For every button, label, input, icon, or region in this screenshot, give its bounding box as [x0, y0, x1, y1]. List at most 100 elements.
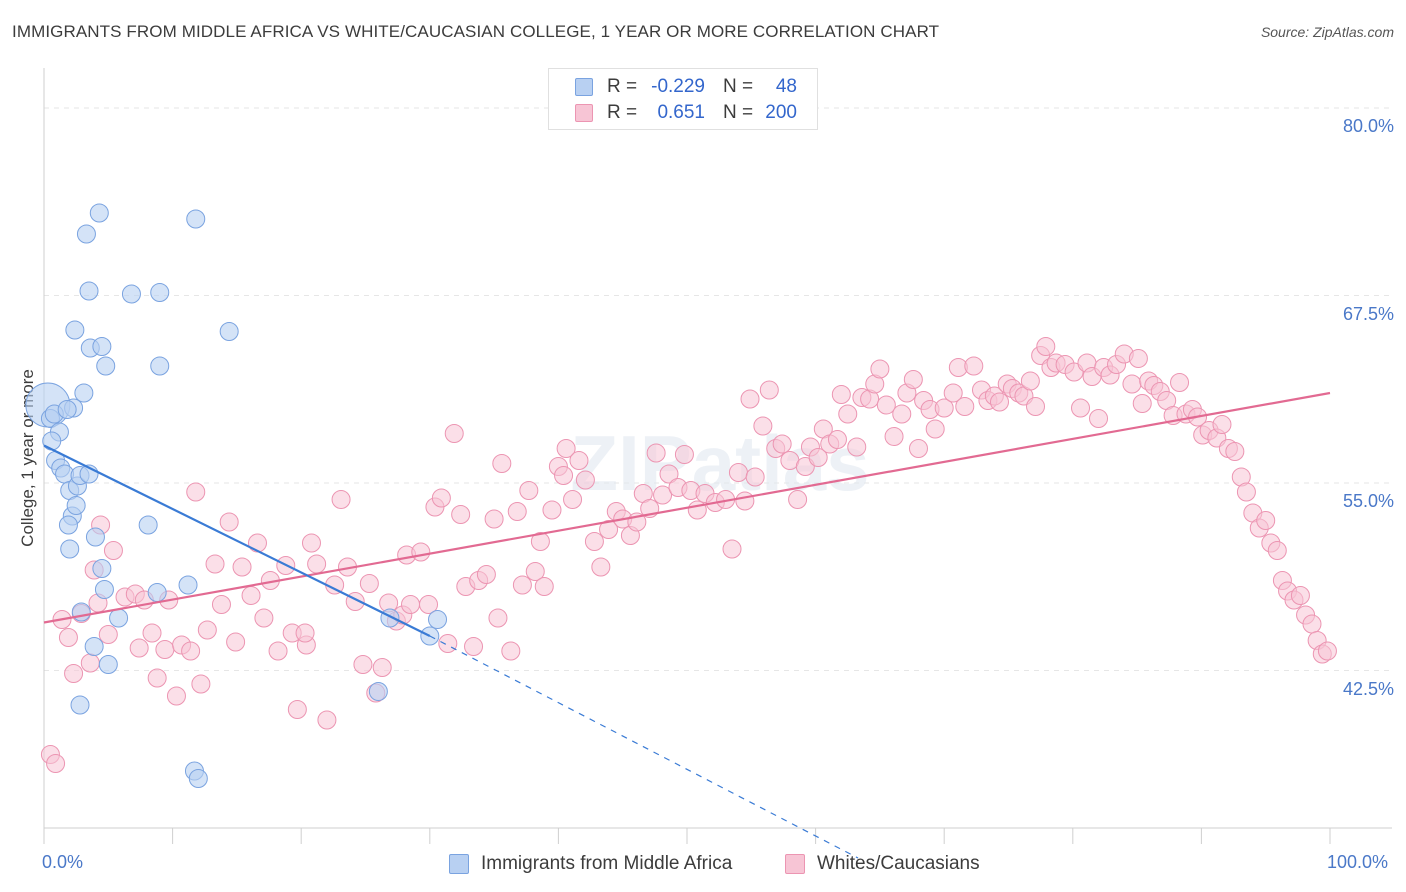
data-point-whites [287, 700, 307, 719]
data-point-whites [575, 470, 595, 490]
data-point-whites [653, 485, 673, 505]
data-point-whites [556, 439, 576, 458]
data-point-whites [772, 434, 792, 454]
data-point-whites [451, 505, 471, 524]
data-point-whites [1170, 373, 1190, 392]
data-point-middle-africa [57, 400, 77, 419]
legend-r-value: -0.229 [651, 76, 705, 97]
gridlines [44, 107, 1392, 671]
bottom-legend-label-pink: Whites/Caucasians [817, 853, 980, 874]
data-point-whites [58, 628, 78, 647]
data-point-middle-africa [380, 608, 400, 628]
data-point-whites [1267, 541, 1287, 560]
data-point-middle-africa [65, 320, 85, 340]
data-point-whites [1071, 398, 1091, 418]
data-point-middle-africa [84, 637, 104, 656]
data-point-whites [401, 595, 421, 614]
data-point-whites [759, 380, 779, 400]
data-point-whites [295, 623, 315, 643]
data-point-whites [103, 541, 123, 560]
data-point-middle-africa [368, 682, 388, 701]
series-whites-points [40, 337, 1337, 773]
data-point-middle-africa [428, 610, 448, 629]
data-point-whites [646, 443, 666, 463]
data-point-whites [501, 641, 521, 661]
data-point-whites [964, 356, 984, 376]
legend-row-pink: R = 0.651 N = 200 [575, 102, 797, 124]
data-point-whites [519, 481, 539, 500]
data-point-whites [591, 557, 611, 577]
data-point-whites [740, 389, 760, 409]
data-point-whites [411, 542, 431, 562]
data-point-whites [722, 539, 742, 559]
data-point-whites [372, 658, 392, 677]
trend-line-middle-africa [43, 444, 431, 637]
data-point-middle-africa [186, 209, 206, 229]
data-point-whites [507, 502, 527, 521]
data-point-whites [1236, 482, 1256, 502]
x-tick-label-max: 100.0% [1327, 852, 1389, 872]
data-point-middle-africa [138, 515, 158, 535]
data-point-middle-africa [188, 769, 208, 788]
data-point-whites [1122, 374, 1142, 394]
data-point-middle-africa [147, 583, 167, 602]
data-point-whites [876, 395, 896, 415]
data-point-whites [659, 464, 679, 484]
trend-lines [43, 391, 1331, 859]
data-point-whites [64, 664, 84, 683]
data-point-whites [488, 608, 508, 628]
data-point-middle-africa [121, 284, 141, 304]
data-point-middle-africa [94, 580, 114, 599]
data-point-whites [147, 668, 167, 688]
data-point-whites [674, 445, 694, 464]
data-point-middle-africa [150, 283, 170, 302]
data-point-whites [98, 625, 118, 644]
legend-n-value: 200 [765, 102, 797, 123]
data-point-whites [353, 655, 373, 674]
data-point-whites [569, 451, 589, 470]
legend-n-label: N = [723, 102, 754, 123]
data-point-whites [241, 586, 261, 605]
data-point-whites [1225, 442, 1245, 461]
data-point-middle-africa [85, 527, 105, 547]
legend-r-label: R = [607, 102, 638, 123]
data-point-middle-africa [109, 608, 129, 628]
data-point-whites [753, 416, 773, 436]
data-point-middle-africa [92, 559, 112, 578]
bottom-legend-item-blue: Immigrants from Middle Africa [449, 852, 732, 876]
data-point-whites [1089, 409, 1109, 428]
data-point-middle-africa [76, 224, 96, 244]
data-point-whites [438, 634, 458, 653]
axes [43, 68, 1392, 844]
trend-line-whites [43, 391, 1331, 624]
data-point-whites [142, 623, 162, 643]
data-point-whites [563, 490, 583, 509]
data-point-whites [211, 595, 231, 614]
data-point-whites [129, 638, 149, 658]
data-point-whites [925, 419, 945, 439]
data-point-middle-africa [89, 203, 109, 223]
data-point-whites [728, 463, 748, 482]
y-tick-label: 55.0% [1342, 491, 1394, 511]
bottom-legend-swatch-blue [449, 854, 469, 874]
source-label: Source: ZipAtlas.com [1260, 24, 1394, 40]
data-point-whites [525, 562, 545, 581]
data-point-middle-africa [74, 383, 94, 403]
data-point-whites [254, 608, 274, 628]
data-point-middle-africa [178, 575, 198, 595]
data-point-whites [301, 533, 321, 553]
legend-r-value: 0.651 [657, 102, 705, 123]
bottom-legend-swatch-pink [785, 854, 805, 874]
data-point-whites [943, 383, 963, 403]
data-point-whites [191, 674, 211, 694]
y-tick-label: 42.5% [1342, 678, 1394, 699]
data-point-whites [1212, 415, 1232, 434]
data-point-middle-africa [98, 655, 118, 674]
data-point-whites [419, 595, 439, 614]
trend-line-middle-africa-extension [429, 635, 859, 859]
y-tick-label: 67.5% [1342, 303, 1394, 324]
data-point-whites [219, 512, 239, 532]
data-point-whites [181, 641, 201, 661]
data-point-whites [1128, 349, 1148, 368]
